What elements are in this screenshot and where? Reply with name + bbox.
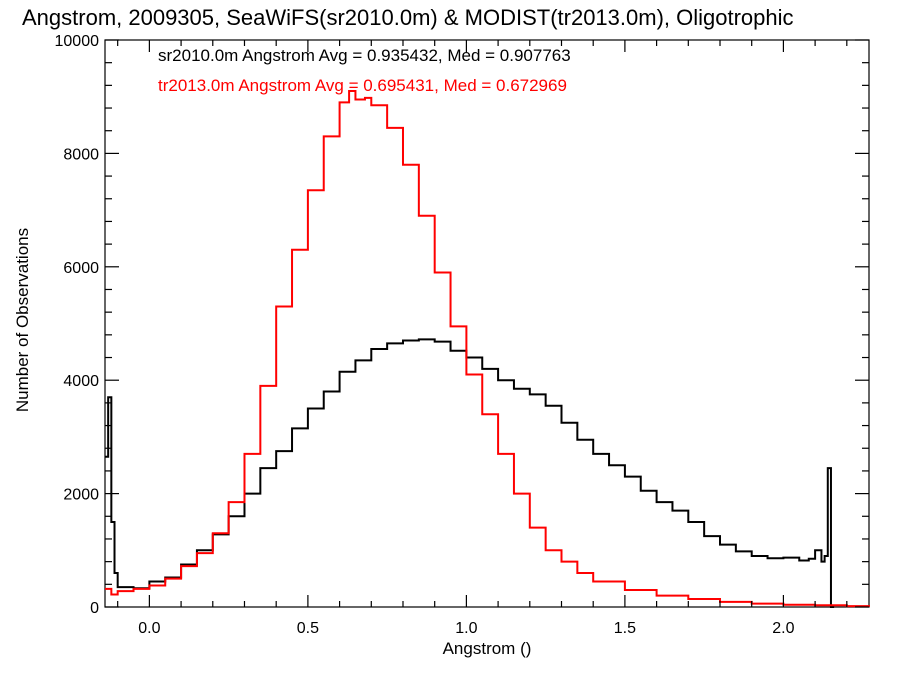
chart-title: Angstrom, 2009305, SeaWiFS(sr2010.0m) & … bbox=[22, 5, 794, 30]
x-axis-label: Angstrom () bbox=[443, 639, 532, 658]
series-line-0 bbox=[105, 338, 835, 608]
legend-annotation-tr2013: tr2013.0m Angstrom Avg = 0.695431, Med =… bbox=[158, 76, 567, 95]
y-tick-label: 8000 bbox=[63, 146, 99, 163]
series-line-1 bbox=[105, 90, 870, 608]
series-layer bbox=[105, 90, 870, 608]
x-tick-label: 1.5 bbox=[614, 620, 636, 637]
y-tick-label: 6000 bbox=[63, 260, 99, 277]
legend-annotation-sr2010: sr2010.0m Angstrom Avg = 0.935432, Med =… bbox=[158, 46, 571, 65]
x-tick-label: 0.5 bbox=[297, 620, 319, 637]
y-tick-label: 0 bbox=[90, 600, 99, 617]
y-tick-label: 2000 bbox=[63, 487, 99, 504]
x-tick-label: 0.0 bbox=[138, 620, 160, 637]
ticks-layer: 0.0 0.5 1.0 1.5 2.0 0 2000 4000 6000 8000 10000 bbox=[55, 33, 869, 637]
x-tick-label: 1.0 bbox=[455, 620, 477, 637]
y-tick-label: 10000 bbox=[55, 33, 100, 50]
plot-frame bbox=[104, 39, 870, 608]
plot-area: 0.0 0.5 1.0 1.5 2.0 0 2000 4000 6000 8000 10000 bbox=[55, 33, 870, 637]
x-tick-label: 2.0 bbox=[772, 620, 794, 637]
y-axis-label: Number of Observations bbox=[13, 228, 32, 412]
y-tick-label: 4000 bbox=[63, 373, 99, 390]
